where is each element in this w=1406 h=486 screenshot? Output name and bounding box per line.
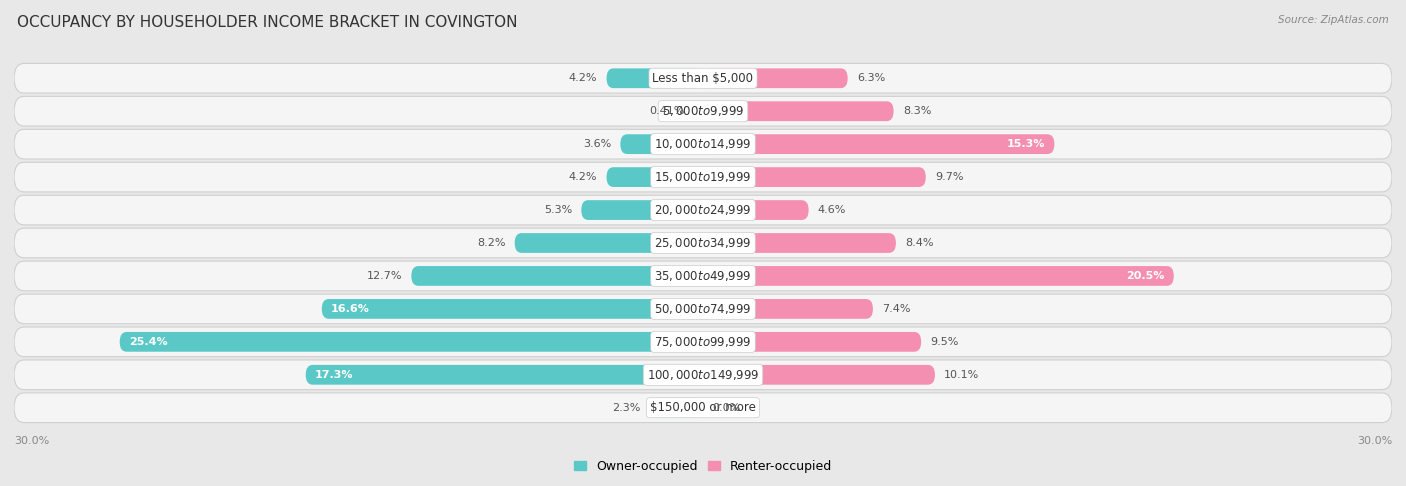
Text: 5.3%: 5.3% (544, 205, 572, 215)
Text: $5,000 to $9,999: $5,000 to $9,999 (662, 104, 744, 118)
Text: Source: ZipAtlas.com: Source: ZipAtlas.com (1278, 15, 1389, 25)
FancyBboxPatch shape (650, 398, 703, 417)
Text: 4.6%: 4.6% (818, 205, 846, 215)
FancyBboxPatch shape (14, 327, 1392, 357)
Text: 17.3%: 17.3% (315, 370, 353, 380)
Text: 3.6%: 3.6% (583, 139, 612, 149)
Text: $15,000 to $19,999: $15,000 to $19,999 (654, 170, 752, 184)
Text: 4.2%: 4.2% (569, 73, 598, 83)
FancyBboxPatch shape (703, 332, 921, 352)
Text: 8.3%: 8.3% (903, 106, 931, 116)
FancyBboxPatch shape (703, 134, 1054, 154)
FancyBboxPatch shape (14, 195, 1392, 225)
FancyBboxPatch shape (581, 200, 703, 220)
FancyBboxPatch shape (703, 200, 808, 220)
Text: 8.4%: 8.4% (905, 238, 934, 248)
FancyBboxPatch shape (14, 96, 1392, 126)
FancyBboxPatch shape (703, 365, 935, 385)
FancyBboxPatch shape (14, 64, 1392, 93)
Text: 25.4%: 25.4% (129, 337, 167, 347)
FancyBboxPatch shape (305, 365, 703, 385)
Text: $25,000 to $34,999: $25,000 to $34,999 (654, 236, 752, 250)
Text: $20,000 to $24,999: $20,000 to $24,999 (654, 203, 752, 217)
FancyBboxPatch shape (14, 360, 1392, 390)
Text: $50,000 to $74,999: $50,000 to $74,999 (654, 302, 752, 316)
Text: $10,000 to $14,999: $10,000 to $14,999 (654, 137, 752, 151)
Text: 8.2%: 8.2% (477, 238, 506, 248)
FancyBboxPatch shape (322, 299, 703, 319)
Text: 15.3%: 15.3% (1007, 139, 1045, 149)
FancyBboxPatch shape (120, 332, 703, 352)
Text: 9.7%: 9.7% (935, 172, 963, 182)
Text: 30.0%: 30.0% (14, 436, 49, 446)
Text: 4.2%: 4.2% (569, 172, 598, 182)
Text: 6.3%: 6.3% (856, 73, 886, 83)
FancyBboxPatch shape (14, 129, 1392, 159)
Legend: Owner-occupied, Renter-occupied: Owner-occupied, Renter-occupied (568, 455, 838, 478)
FancyBboxPatch shape (693, 101, 703, 121)
Text: 7.4%: 7.4% (882, 304, 911, 314)
FancyBboxPatch shape (14, 228, 1392, 258)
Text: OCCUPANCY BY HOUSEHOLDER INCOME BRACKET IN COVINGTON: OCCUPANCY BY HOUSEHOLDER INCOME BRACKET … (17, 15, 517, 30)
FancyBboxPatch shape (606, 69, 703, 88)
FancyBboxPatch shape (703, 266, 1174, 286)
Text: 12.7%: 12.7% (367, 271, 402, 281)
FancyBboxPatch shape (412, 266, 703, 286)
FancyBboxPatch shape (14, 261, 1392, 291)
Text: 2.3%: 2.3% (613, 403, 641, 413)
FancyBboxPatch shape (515, 233, 703, 253)
FancyBboxPatch shape (14, 294, 1392, 324)
FancyBboxPatch shape (703, 233, 896, 253)
FancyBboxPatch shape (703, 69, 848, 88)
Text: 0.41%: 0.41% (650, 106, 685, 116)
Text: Less than $5,000: Less than $5,000 (652, 72, 754, 85)
Text: 9.5%: 9.5% (931, 337, 959, 347)
FancyBboxPatch shape (703, 101, 894, 121)
Text: 30.0%: 30.0% (1357, 436, 1392, 446)
Text: 16.6%: 16.6% (330, 304, 370, 314)
Text: $75,000 to $99,999: $75,000 to $99,999 (654, 335, 752, 349)
Text: 20.5%: 20.5% (1126, 271, 1164, 281)
FancyBboxPatch shape (14, 162, 1392, 192)
Text: 10.1%: 10.1% (945, 370, 980, 380)
FancyBboxPatch shape (14, 393, 1392, 422)
Text: $100,000 to $149,999: $100,000 to $149,999 (647, 368, 759, 382)
FancyBboxPatch shape (703, 299, 873, 319)
FancyBboxPatch shape (703, 167, 925, 187)
Text: $150,000 or more: $150,000 or more (650, 401, 756, 414)
Text: $35,000 to $49,999: $35,000 to $49,999 (654, 269, 752, 283)
Text: 0.0%: 0.0% (713, 403, 741, 413)
FancyBboxPatch shape (620, 134, 703, 154)
FancyBboxPatch shape (606, 167, 703, 187)
